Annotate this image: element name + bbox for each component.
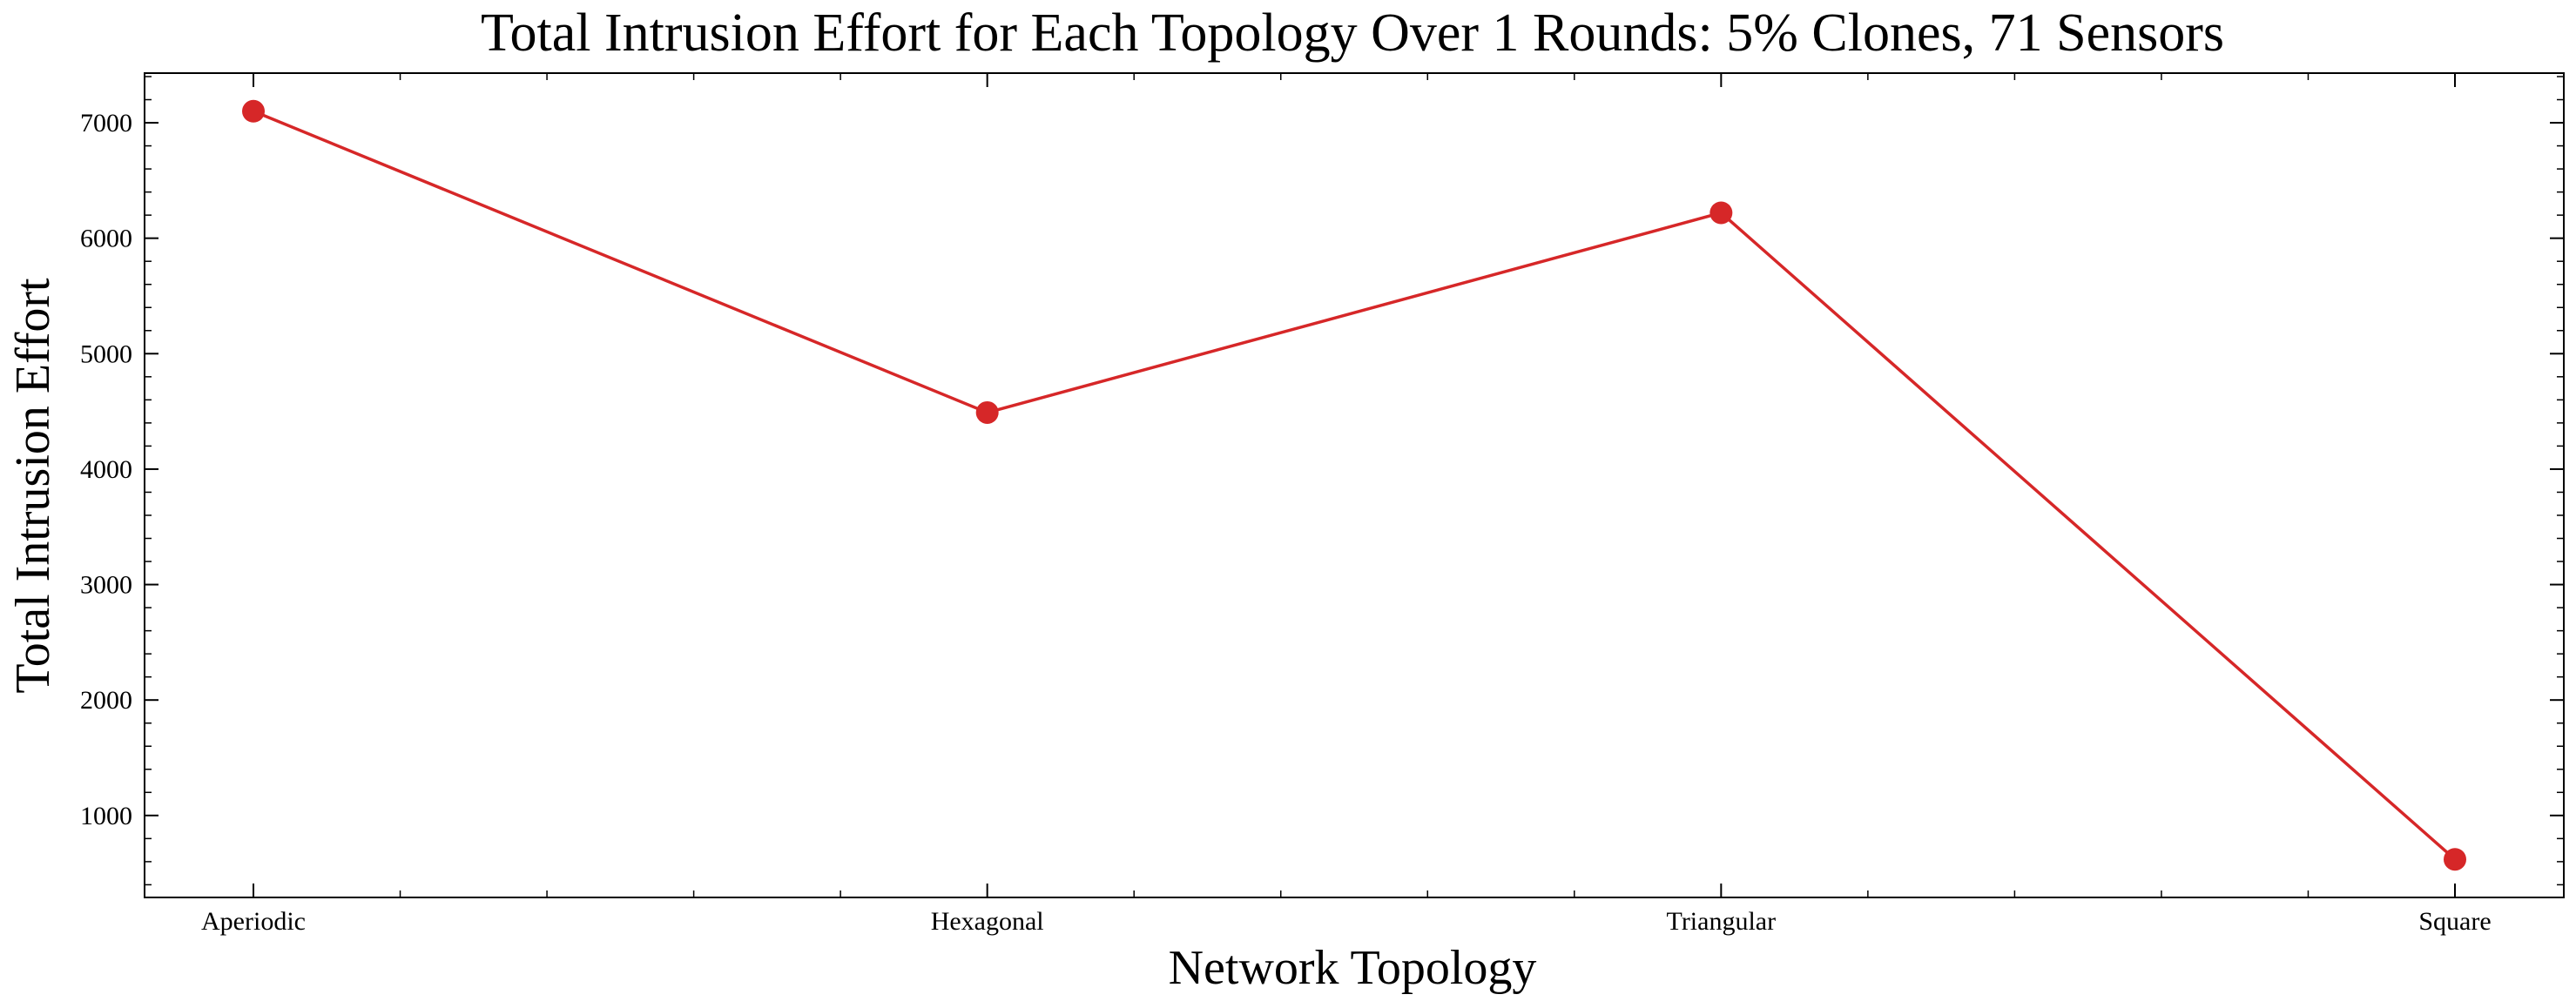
- y-tick-label: 5000: [80, 339, 132, 368]
- y-axis-label: Total Intrusion Effort: [6, 278, 60, 694]
- plot-frame: [144, 72, 2565, 898]
- y-tick-label: 1000: [80, 802, 132, 830]
- data-point: [1709, 201, 1733, 225]
- x-tick-label: Triangular: [1667, 907, 1777, 936]
- x-tick-label: Square: [2418, 907, 2491, 936]
- y-tick-label: 7000: [80, 109, 132, 138]
- chart-title: Total Intrusion Effort for Each Topology…: [481, 3, 2224, 63]
- x-tick-label: Hexagonal: [931, 907, 1044, 936]
- y-tick-label: 4000: [80, 455, 132, 484]
- y-tick-label: 3000: [80, 571, 132, 600]
- plot-area: 1000 2000 3000 4000 5000 6000 7000 Aperiodic Hex…: [80, 72, 2565, 936]
- x-tick-label: Aperiodic: [201, 907, 306, 936]
- data-point: [975, 400, 999, 424]
- y-tick-label: 6000: [80, 225, 132, 253]
- x-axis-label: Network Topology: [1169, 941, 1537, 995]
- series-line: [253, 110, 2457, 861]
- y-tick-label: 2000: [80, 686, 132, 715]
- data-point: [2444, 848, 2466, 871]
- data-point: [242, 99, 265, 123]
